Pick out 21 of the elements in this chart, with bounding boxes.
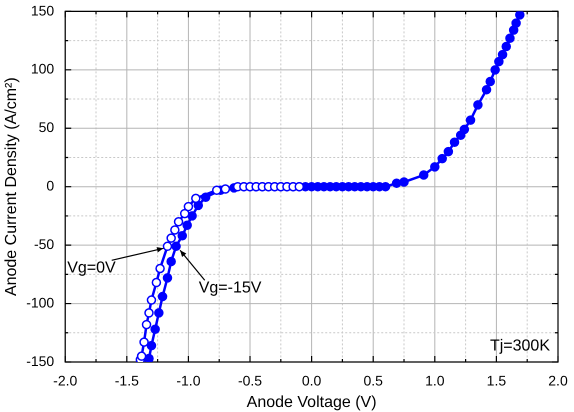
y-tick-label: 0 xyxy=(46,178,54,194)
x-tick-label: -1.0 xyxy=(176,372,201,388)
x-tick-label: 1.5 xyxy=(486,372,506,388)
y-tick-label: 50 xyxy=(38,119,54,136)
x-tick-label: -2.0 xyxy=(53,372,78,388)
y-tick-label: 150 xyxy=(30,2,54,18)
y-tick-label: -150 xyxy=(26,352,54,369)
series-label: Vg=-15V xyxy=(198,280,262,297)
y-tick-label: 100 xyxy=(30,60,54,77)
x-tick-label: -0.5 xyxy=(238,372,262,388)
x-tick-label: 2.0 xyxy=(548,372,568,388)
annotation: Tj=300K xyxy=(490,337,550,354)
y-axis-title: Anode Current Density (A/cm²) xyxy=(3,77,20,296)
x-tick-label: -1.5 xyxy=(114,372,140,388)
x-tick-label: 0.5 xyxy=(363,372,384,388)
y-tick-label: -100 xyxy=(26,294,54,310)
text: Vg=0V xyxy=(67,260,116,277)
y-tick-label: -50 xyxy=(34,236,54,252)
x-tick-label: 1.0 xyxy=(425,372,445,388)
x-axis-title: Anode Voltage (V) xyxy=(246,394,377,411)
x-tick-label: 0.0 xyxy=(302,372,322,388)
